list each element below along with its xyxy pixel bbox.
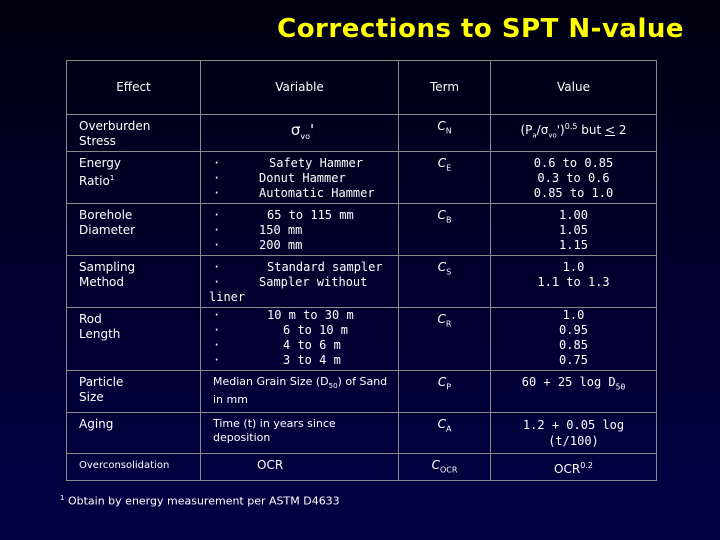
list-item: · 3 to 4 m [213,353,341,367]
value-cell: (Pa/σvo')0.5 but < 2 [490,114,657,152]
list-item: · Sampler without [213,275,368,289]
table-row: Overburden Stress σvo' CN (Pa/σvo')0.5 b… [66,114,657,152]
term-cell: CB [398,203,491,256]
variable-cell: Time (t) in years since deposition [200,412,399,454]
value-cell: 1.00 1.05 1.15 [490,203,657,256]
corrections-table: Effect Variable Term Value Overburden St… [66,60,657,481]
value-cell: 1.0 0.95 0.85 0.75 [490,307,657,371]
term-cell: CP [398,370,491,413]
effect-cell: Overburden Stress [66,114,201,152]
effect-cell: Borehole Diameter [66,203,201,256]
effect-cell: Overconsolidation [66,453,201,481]
footnote: 1 Obtain by energy measurement per ASTM … [60,494,340,508]
term-cell: CA [398,412,491,454]
table-row: Particle Size Median Grain Size (D50) of… [66,370,657,413]
table-row: Sampling Method · Standard sampler · Sampl… [66,255,657,308]
variable-cell: · 10 m to 30 m · 6 to 10 m · 4 to 6 m · 3 to… [200,307,399,371]
value-cell: 0.6 to 0.85 0.3 to 0.6 0.85 to 1.0 [490,151,657,204]
effect-cell: Rod Length [66,307,201,371]
variable-cell: · Standard sampler · Sampler without liner [200,255,399,308]
list-item: · Safety Hammer [213,156,363,170]
variable-cell: OCR [200,453,399,481]
list-item: · 10 m to 30 m [213,308,354,322]
header-term: Term [398,60,491,115]
list-item: · 4 to 6 m [213,338,341,352]
list-item: · 65 to 115 mm [213,208,354,222]
variable-cell: · 65 to 115 mm · 150 mm · 200 mm [200,203,399,256]
term-cell: CN [398,114,491,152]
term-cell: CE [398,151,491,204]
table-row: Rod Length · 10 m to 30 m · 6 to 10 m · 4 t… [66,307,657,371]
list-item: · Automatic Hammer [213,186,375,200]
list-item: · Standard sampler [213,260,383,274]
header-variable: Variable [200,60,399,115]
effect-cell: Energy Ratio1 [66,151,201,204]
term-cell: CR [398,307,491,371]
term-cell: CS [398,255,491,308]
header-value: Value [490,60,657,115]
value-cell: 60 + 25 log D50 [490,370,657,413]
header-row: Effect Variable Term Value [66,60,657,115]
value-cell: OCR0.2 [490,453,657,481]
variable-cell: σvo' [200,114,399,152]
table-row: Overconsolidation OCR COCR OCR0.2 [66,453,657,481]
slide-title: Corrections to SPT N-value [277,14,684,44]
value-cell: 1.2 + 0.05 log (t/100) [490,412,657,454]
table-row: Energy Ratio1 · Safety Hammer · Donut Hamm… [66,151,657,204]
table-row: Aging Time (t) in years since deposition… [66,412,657,454]
header-effect: Effect [66,60,201,115]
effect-cell: Aging [66,412,201,454]
effect-cell: Sampling Method [66,255,201,308]
term-cell: COCR [398,453,491,481]
effect-cell: Particle Size [66,370,201,413]
table-row: Borehole Diameter · 65 to 115 mm · 150 mm … [66,203,657,256]
list-item: · Donut Hammer [213,171,346,185]
variable-cell: · Safety Hammer · Donut Hammer · Automatic … [200,151,399,204]
list-item: · 150 mm [213,223,303,237]
list-item: · 6 to 10 m [213,323,349,337]
value-cell: 1.0 1.1 to 1.3 [490,255,657,308]
list-item: · 200 mm [213,238,303,252]
variable-cell: Median Grain Size (D50) of Sand in mm [200,370,399,413]
